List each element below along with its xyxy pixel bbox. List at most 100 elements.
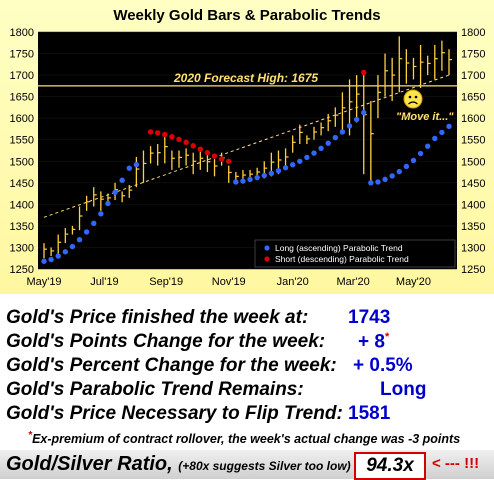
parabolic-point: [98, 211, 104, 217]
x-tick: May'19: [26, 276, 61, 288]
parabolic-point: [183, 139, 189, 146]
parabolic-point: [289, 162, 296, 168]
parabolic-point: [62, 249, 69, 255]
parabolic-point: [389, 173, 395, 179]
stat-value: + 8*: [358, 331, 390, 353]
stat-row: Gold's Price Necessary to Flip Trend: 158…: [6, 403, 390, 427]
parabolic-point: [275, 168, 282, 174]
parabolic-point: [353, 116, 360, 123]
stat-value: 1743: [348, 307, 391, 328]
stat-row: Gold's Points Change for the week: + 8*: [6, 331, 389, 355]
parabolic-point: [396, 168, 402, 175]
y-tick-left: 1700: [10, 70, 34, 82]
parabolic-point: [424, 143, 431, 149]
y-tick-right: 1450: [461, 178, 485, 190]
parabolic-point: [91, 220, 97, 227]
x-axis: May'19 Jul'19 Sep'19 Nov'19 Jan'20 Mar'20 May'…: [26, 276, 431, 288]
y-tick-left: 1600: [10, 113, 34, 125]
parabolic-point: [83, 229, 90, 235]
parabolic-point: [233, 179, 239, 185]
parabolic-point: [311, 150, 317, 156]
y-tick-left: 1300: [10, 242, 34, 254]
parabolic-point: [361, 69, 367, 76]
parabolic-point: [176, 136, 182, 142]
y-tick-right: 1250: [461, 264, 485, 276]
y-tick-right: 1750: [461, 49, 485, 61]
parabolic-point: [119, 177, 125, 183]
stat-value: Long: [380, 379, 427, 400]
parabolic-point: [361, 109, 367, 116]
ratio-bar: Gold/Silver Ratio, (+80x suggests Silver…: [0, 450, 494, 480]
parabolic-point: [147, 129, 154, 135]
y-tick-left: 1800: [10, 27, 34, 39]
y-tick-left: 1400: [10, 199, 34, 211]
parabolic-point: [417, 150, 424, 157]
parabolic-point: [382, 176, 388, 183]
y-tick-right: 1650: [461, 92, 485, 104]
y-axis-left: 1250 1300 1350 1400 1450 1500 1550 1600 1650 1700…: [10, 27, 34, 276]
footnote-mark: *: [28, 430, 33, 441]
parabolic-point: [48, 256, 54, 263]
parabolic-point: [403, 163, 410, 170]
parabolic-point: [304, 154, 310, 161]
parabolic-point: [368, 180, 374, 186]
parabolic-point: [204, 149, 211, 156]
stat-value: + 0.5%: [353, 355, 413, 376]
parabolic-point: [162, 131, 168, 138]
footnote: *Ex-premium of contract rollover, the we…: [28, 430, 460, 446]
stat-row: Gold's Percent Change for the week: + 0.5…: [6, 355, 413, 379]
parabolic-point: [169, 134, 175, 140]
stat-label: Gold's Points Change for the week:: [6, 331, 326, 352]
parabolic-point: [105, 200, 111, 207]
stat-value: 1581: [348, 403, 391, 424]
x-tick: Sep'19: [149, 276, 183, 288]
parabolic-point: [261, 172, 267, 179]
footnote-text: Ex-premium of contract rollover, the wee…: [32, 432, 461, 447]
ratio-subnote: (+80x suggests Silver too low): [178, 459, 351, 473]
legend: Long (ascending) Parabolic Trend Short (…: [254, 239, 456, 268]
parabolic-point: [318, 145, 324, 152]
parabolic-point: [218, 156, 225, 162]
y-tick-right: 1550: [461, 135, 485, 147]
parabolic-point: [41, 258, 47, 264]
x-tick: May'20: [396, 276, 431, 288]
y-tick-right: 1600: [461, 113, 485, 125]
parabolic-point: [133, 162, 140, 168]
frown-face-icon: [403, 89, 423, 109]
y-tick-right: 1500: [461, 156, 485, 168]
y-gridlines: [38, 31, 457, 270]
parabolic-point: [346, 123, 353, 129]
ratio-alert-arrow: < --- !!!: [432, 455, 480, 472]
parabolic-point: [154, 130, 161, 136]
parabolic-point: [190, 143, 196, 149]
parabolic-point: [240, 178, 246, 184]
x-tick: Mar'20: [336, 276, 369, 288]
y-tick-right: 1700: [461, 70, 485, 82]
x-tick: Nov'19: [212, 276, 246, 288]
stat-label: Gold's Parabolic Trend Remains:: [6, 379, 304, 400]
parabolic-point: [432, 135, 438, 142]
y-tick-right: 1800: [461, 27, 485, 39]
parabolic-point: [247, 176, 253, 183]
y-tick-left: 1550: [10, 135, 34, 147]
parabolic-point: [197, 146, 204, 152]
parabolic-point: [69, 243, 76, 250]
y-axis-right: 1250 1300 1350 1400 1450 1500 1550 1600 1650 1700…: [461, 27, 485, 276]
x-tick: Jul'19: [90, 276, 118, 288]
parabolic-point: [126, 165, 132, 171]
y-tick-left: 1250: [10, 264, 34, 276]
y-tick-right: 1400: [461, 199, 485, 211]
parabolic-point: [226, 158, 232, 164]
parabolic-point: [254, 174, 260, 181]
stat-row: Gold's Parabolic Trend Remains: Long: [6, 379, 426, 403]
y-tick-left: 1750: [10, 49, 34, 61]
legend-long: Long (ascending) Parabolic Trend: [275, 243, 403, 253]
ratio-value: 94.3x: [354, 452, 426, 480]
stat-row: Gold's Price finished the week at: 1743: [6, 307, 390, 331]
y-tick-left: 1650: [10, 92, 34, 104]
parabolic-point: [268, 170, 275, 177]
forecast-label: 2020 Forecast High: 1675: [173, 71, 318, 85]
y-tick-left: 1500: [10, 156, 34, 168]
y-tick-left: 1450: [10, 178, 34, 190]
stat-label: Gold's Percent Change for the week:: [6, 355, 337, 376]
